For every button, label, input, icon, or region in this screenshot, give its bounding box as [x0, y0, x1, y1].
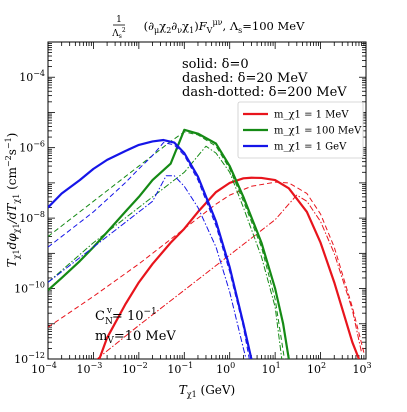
- annotation-mass: mV=10 MeV: [95, 329, 176, 346]
- y-axis-label: Tχ1dφχ1/dTχ1 (cm−2s−1): [4, 133, 21, 268]
- legend-label: m_χ1 = 1 MeV: [274, 110, 349, 121]
- x-tick-label: 103: [352, 361, 371, 376]
- x-axis-label: Tχ1 (GeV): [179, 383, 235, 399]
- x-tick-label: 10−1: [167, 361, 193, 376]
- series-line-1: [48, 181, 365, 353]
- data-series: [48, 128, 365, 359]
- series-line-8: [48, 175, 247, 359]
- chart-title: (∂μχ2∂νχ1)FVμν, Λs=100 MeV: [144, 18, 305, 35]
- legend: m_χ1 = 1 MeV m_χ1 = 100 MeV m_χ1 = 1 GeV: [237, 101, 364, 159]
- series-line-5: [48, 145, 283, 359]
- legend-label: m_χ1 = 1 GeV: [274, 142, 347, 153]
- series-line-4: [48, 131, 285, 359]
- y-tick-label: 10−10: [14, 281, 45, 296]
- annotation-dashdot: dash-dotted: δ=200 MeV: [182, 85, 347, 100]
- annotation-solid: solid: δ=0: [182, 57, 249, 72]
- svg-text:1: 1: [116, 15, 122, 25]
- series-line-2: [96, 194, 363, 359]
- annotation-dashed: dashed: δ=20 MeV: [182, 71, 308, 86]
- x-tick-label: 100: [216, 361, 235, 376]
- x-tick-labels: 10−4 10−3 10−2 10−1 100 101 102 103: [31, 361, 371, 376]
- legend-label: m_χ1 = 100 MeV: [274, 126, 362, 137]
- plot-area: [47, 41, 367, 360]
- x-tick-label: 10−4: [31, 361, 57, 376]
- x-tick-label: 10−2: [122, 361, 148, 376]
- x-tick-label: 10−3: [77, 361, 103, 376]
- series-line-7: [48, 142, 250, 359]
- series-line-6: [48, 138, 253, 359]
- legend-box: [237, 101, 364, 159]
- y-tick-labels: 10−12 10−10 10−8 10−6 10−4: [14, 69, 45, 366]
- y-tick-label: 10−4: [19, 69, 45, 84]
- x-tick-label: 102: [307, 361, 326, 376]
- y-tick-label: 10−8: [19, 210, 45, 225]
- x-tick-label: 101: [262, 361, 281, 376]
- annotation-coupling: CNv= 10−1: [95, 306, 157, 327]
- y-tick-label: 10−6: [19, 140, 45, 155]
- y-tick-label: 10−12: [14, 351, 45, 366]
